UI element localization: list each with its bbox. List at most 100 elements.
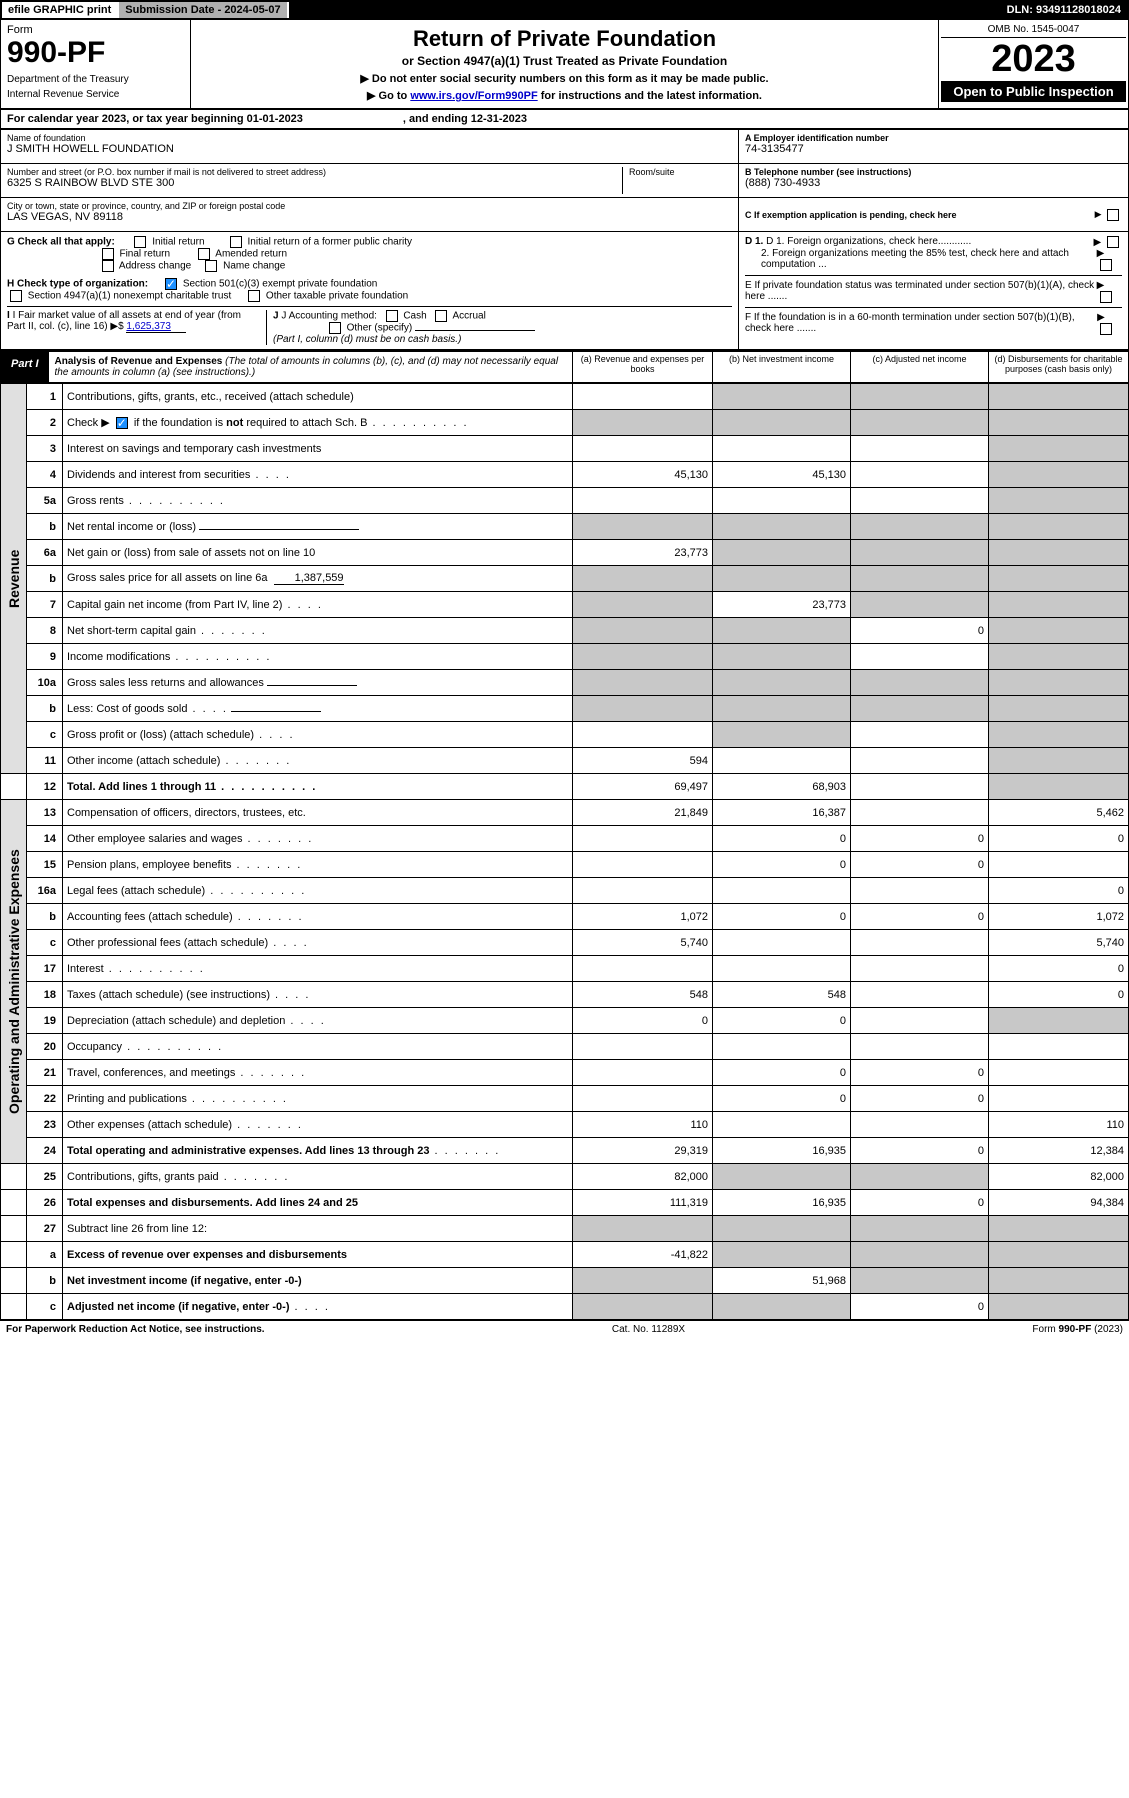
amt-c: 0	[851, 1294, 989, 1320]
row-label: Legal fees (attach schedule)	[63, 878, 573, 904]
table-row: 18 Taxes (attach schedule) (see instruct…	[1, 982, 1129, 1008]
g-addr-checkbox[interactable]	[102, 260, 114, 272]
row-num: 21	[27, 1060, 63, 1086]
r20-lbl: Occupancy	[67, 1041, 122, 1053]
form-title: Return of Private Foundation	[197, 26, 932, 52]
row-num: 12	[27, 774, 63, 800]
j-accrual-checkbox[interactable]	[435, 310, 447, 322]
e-checkbox[interactable]	[1100, 291, 1112, 303]
table-row: 17 Interest 0	[1, 956, 1129, 982]
row-label: Taxes (attach schedule) (see instruction…	[63, 982, 573, 1008]
table-row: Operating and Administrative Expenses 13…	[1, 800, 1129, 826]
h-4947-checkbox[interactable]	[10, 290, 22, 302]
table-row: b Net investment income (if negative, en…	[1, 1268, 1129, 1294]
d2-checkbox[interactable]	[1100, 259, 1112, 271]
amt-b: 0	[713, 1060, 851, 1086]
row-label: Net investment income (if negative, ente…	[63, 1268, 573, 1294]
d-row: D 1. D 1. Foreign organizations, check h…	[745, 236, 1122, 276]
arrow-icon: ▶	[1097, 248, 1105, 259]
table-row: 14 Other employee salaries and wages 000	[1, 826, 1129, 852]
table-row: a Excess of revenue over expenses and di…	[1, 1242, 1129, 1268]
row-label: Total expenses and disbursements. Add li…	[63, 1190, 573, 1216]
g-row: G Check all that apply: Initial return I…	[7, 236, 732, 272]
table-row: c Adjusted net income (if negative, ente…	[1, 1294, 1129, 1320]
cal-end: , and ending 12-31-2023	[403, 113, 527, 125]
g-amended-text: Amended return	[215, 249, 287, 260]
g-initial-text: Initial return	[152, 237, 204, 248]
foundation-name: J SMITH HOWELL FOUNDATION	[7, 143, 732, 155]
form-header: Form 990-PF Department of the Treasury I…	[0, 20, 1129, 110]
table-row: 27 Subtract line 26 from line 12:	[1, 1216, 1129, 1242]
amt-c: 0	[851, 1138, 989, 1164]
row-num: 25	[27, 1164, 63, 1190]
table-row: 20 Occupancy	[1, 1034, 1129, 1060]
row-label: Travel, conferences, and meetings	[63, 1060, 573, 1086]
amt-c: 0	[851, 826, 989, 852]
table-row: 22 Printing and publications 00	[1, 1086, 1129, 1112]
schb-checkbox[interactable]	[116, 417, 128, 429]
f-text: F If the foundation is in a 60-month ter…	[745, 312, 1097, 335]
j-note: (Part I, column (d) must be on cash basi…	[273, 334, 461, 345]
table-row: 24 Total operating and administrative ex…	[1, 1138, 1129, 1164]
dept-irs: Internal Revenue Service	[7, 89, 184, 100]
h-other-checkbox[interactable]	[248, 290, 260, 302]
instruction-2: ▶ Go to www.irs.gov/Form990PF for instru…	[197, 89, 932, 102]
amt-a: 29,319	[573, 1138, 713, 1164]
table-row: 26 Total expenses and disbursements. Add…	[1, 1190, 1129, 1216]
row-num: b	[27, 514, 63, 540]
c-checkbox[interactable]	[1107, 209, 1119, 221]
h-501-checkbox[interactable]	[165, 278, 177, 290]
r10c-lbl: Gross profit or (loss) (attach schedule)	[67, 729, 254, 741]
row-num: 13	[27, 800, 63, 826]
form-number: 990-PF	[7, 36, 184, 70]
f-checkbox[interactable]	[1100, 323, 1112, 335]
street-value: 6325 S RAINBOW BLVD STE 300	[7, 177, 622, 189]
g-name-checkbox[interactable]	[205, 260, 217, 272]
amt-b: 16,387	[713, 800, 851, 826]
ein-label: A Employer identification number	[745, 133, 1122, 143]
col-d-header: (d) Disbursements for charitable purpose…	[988, 352, 1128, 382]
row-num: 18	[27, 982, 63, 1008]
d1-checkbox[interactable]	[1107, 236, 1119, 248]
tax-year: 2023	[941, 38, 1126, 81]
table-row: 12 Total. Add lines 1 through 11 69,497 …	[1, 774, 1129, 800]
table-row: b Gross sales price for all assets on li…	[1, 566, 1129, 592]
row-num: 23	[27, 1112, 63, 1138]
f-row: F If the foundation is in a 60-month ter…	[745, 312, 1122, 335]
j-cash-checkbox[interactable]	[386, 310, 398, 322]
part1-desc: Analysis of Revenue and Expenses (The to…	[49, 352, 572, 382]
form-link[interactable]: www.irs.gov/Form990PF	[410, 90, 537, 102]
j-other-checkbox[interactable]	[329, 322, 341, 334]
row-num: a	[27, 1242, 63, 1268]
r5a-lbl: Gross rents	[67, 495, 124, 507]
row-num: 1	[27, 384, 63, 410]
g-amended-checkbox[interactable]	[198, 248, 210, 260]
g-final-checkbox[interactable]	[102, 248, 114, 260]
table-row: 21 Travel, conferences, and meetings 00	[1, 1060, 1129, 1086]
row-label: Printing and publications	[63, 1086, 573, 1112]
g-initial-checkbox[interactable]	[134, 236, 146, 248]
r12-lbl: Total. Add lines 1 through 11	[67, 781, 216, 793]
form-title-block: Return of Private Foundation or Section …	[191, 20, 938, 108]
instruction-1: ▶ Do not enter social security numbers o…	[197, 72, 932, 85]
amt-a: 1,072	[573, 904, 713, 930]
r4-lbl: Dividends and interest from securities	[67, 469, 250, 481]
table-row: 7 Capital gain net income (from Part IV,…	[1, 592, 1129, 618]
table-row: 2 Check ▶ if the foundation is not requi…	[1, 410, 1129, 436]
h-other-text: Other taxable private foundation	[266, 291, 408, 302]
row-label: Other professional fees (attach schedule…	[63, 930, 573, 956]
row-label: Contributions, gifts, grants, etc., rece…	[63, 384, 573, 410]
col-b-header: (b) Net investment income	[712, 352, 850, 382]
amt-a: 111,319	[573, 1190, 713, 1216]
table-row: b Accounting fees (attach schedule) 1,07…	[1, 904, 1129, 930]
amt-a: 21,849	[573, 800, 713, 826]
row-label: Capital gain net income (from Part IV, l…	[63, 592, 573, 618]
table-row: c Other professional fees (attach schedu…	[1, 930, 1129, 956]
form-word: Form	[7, 24, 184, 36]
r7-lbl: Capital gain net income (from Part IV, l…	[67, 599, 282, 611]
g-initial-pub-checkbox[interactable]	[230, 236, 242, 248]
i-value-link[interactable]: 1,625,373	[126, 321, 186, 333]
amt-a: 45,130	[573, 462, 713, 488]
row-num: 17	[27, 956, 63, 982]
j-other-text: Other (specify)	[347, 323, 413, 334]
